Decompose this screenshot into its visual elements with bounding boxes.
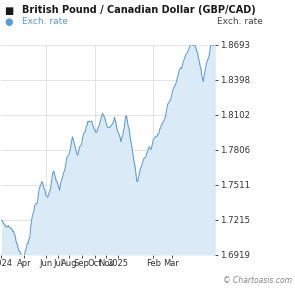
- Text: ●: ●: [4, 17, 13, 27]
- Text: Exch. rate: Exch. rate: [22, 17, 68, 26]
- Text: Exch. rate: Exch. rate: [217, 17, 263, 26]
- Text: British Pound / Canadian Dollar (GBP/CAD): British Pound / Canadian Dollar (GBP/CAD…: [22, 5, 256, 15]
- Text: ■: ■: [4, 6, 14, 16]
- Text: © Chartoasis.com: © Chartoasis.com: [223, 276, 292, 285]
